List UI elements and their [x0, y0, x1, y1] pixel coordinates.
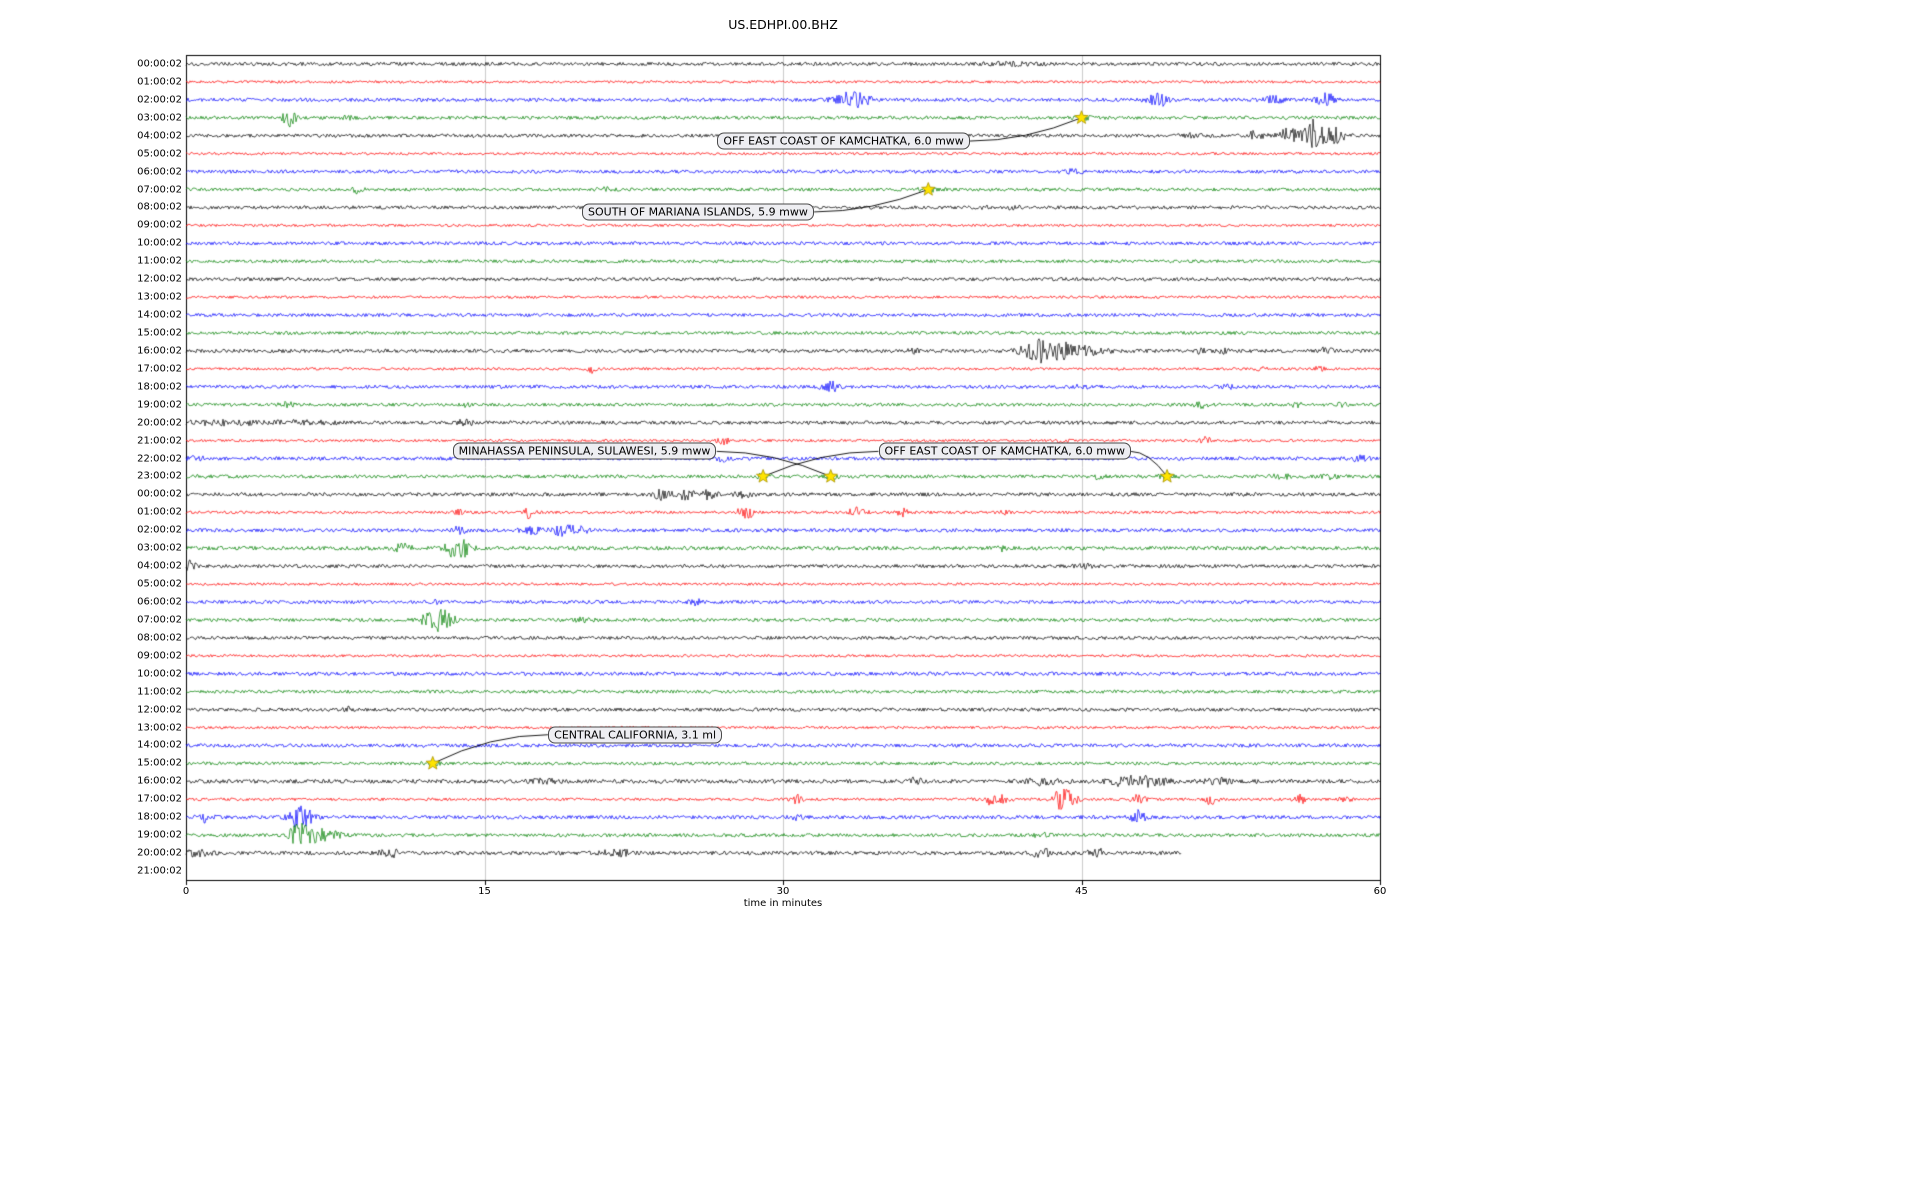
- row-hour-label: 17:00:02: [137, 363, 182, 375]
- row-hour-label: 03:00:02: [137, 112, 182, 124]
- event-annotation-label: OFF EAST COAST OF KAMCHATKA, 6.0 mww: [878, 442, 1131, 460]
- row-hour-label: 21:00:02: [137, 435, 182, 447]
- row-hour-label: 00:00:02: [137, 488, 182, 500]
- row-hour-label: 07:00:02: [137, 614, 182, 626]
- row-hour-label: 18:00:02: [137, 811, 182, 823]
- row-hour-label: 22:00:02: [137, 453, 182, 465]
- row-hour-label: 07:00:02: [137, 184, 182, 195]
- event-annotation-label: MINAHASSA PENINSULA, SULAWESI, 5.9 mww: [452, 442, 717, 460]
- row-hour-label: 13:00:02: [137, 291, 182, 303]
- row-hour-label: 10:00:02: [137, 237, 182, 249]
- x-axis-label: time in minutes: [743, 898, 823, 909]
- row-hour-label: 01:00:02: [137, 506, 182, 518]
- x-tick-label: 45: [1075, 886, 1088, 897]
- row-hour-label: 16:00:02: [137, 345, 182, 357]
- x-tick-label: 30: [776, 886, 790, 897]
- row-hour-label: 02:00:02: [137, 94, 182, 106]
- row-hour-label: 14:00:02: [137, 739, 182, 751]
- row-hour-label: 19:00:02: [137, 829, 182, 841]
- event-annotation-label: SOUTH OF MARIANA ISLANDS, 5.9 mww: [582, 203, 814, 221]
- x-tick-label: 60: [1373, 886, 1387, 897]
- row-hour-label: 06:00:02: [137, 596, 182, 608]
- row-hour-label: 11:00:02: [137, 686, 182, 698]
- row-hour-label: 05:00:02: [137, 148, 182, 160]
- row-hour-label: 15:00:02: [137, 327, 182, 339]
- row-hour-label: 18:00:02: [137, 381, 182, 393]
- event-annotation-label: OFF EAST COAST OF KAMCHATKA, 6.0 mww: [717, 132, 970, 150]
- x-tick-label: 15: [478, 886, 491, 897]
- row-hour-label: 14:00:02: [137, 309, 182, 321]
- row-hour-label: 05:00:02: [137, 578, 182, 590]
- x-tick-label: 0: [182, 886, 190, 897]
- row-hour-label: 20:00:02: [137, 847, 182, 859]
- row-hour-label: 03:00:02: [137, 542, 182, 554]
- row-hour-label: 01:00:02: [137, 76, 182, 88]
- row-hour-label: 20:00:02: [137, 417, 182, 429]
- row-hour-label: 09:00:02: [137, 219, 182, 231]
- row-hour-label: 04:00:02: [137, 130, 182, 142]
- event-annotation-label: CENTRAL CALIFORNIA, 3.1 ml: [548, 726, 723, 744]
- row-hour-label: 09:00:02: [137, 650, 182, 662]
- row-hour-label: 16:00:02: [137, 775, 182, 787]
- row-hour-label: 12:00:02: [137, 704, 182, 716]
- row-hour-label: 23:00:02: [137, 470, 182, 482]
- row-hour-label: 11:00:02: [137, 255, 182, 267]
- row-hour-label: 21:00:02: [137, 865, 182, 877]
- row-hour-label: 19:00:02: [137, 399, 182, 411]
- row-hour-label: 00:00:02: [137, 58, 182, 70]
- row-hour-label: 08:00:02: [137, 632, 182, 644]
- row-hour-label: 13:00:02: [137, 722, 182, 734]
- row-hour-label: 02:00:02: [137, 524, 182, 536]
- row-hour-label: 12:00:02: [137, 273, 182, 285]
- row-hour-label: 10:00:02: [137, 668, 182, 680]
- row-hour-label: 04:00:02: [137, 560, 182, 572]
- row-hour-label: 15:00:02: [137, 757, 182, 769]
- row-hour-label: 17:00:02: [137, 793, 182, 805]
- chart-title: US.EDHPI.00.BHZ: [728, 17, 838, 32]
- row-hour-label: 06:00:02: [137, 166, 182, 178]
- row-hour-label: 08:00:02: [137, 201, 182, 213]
